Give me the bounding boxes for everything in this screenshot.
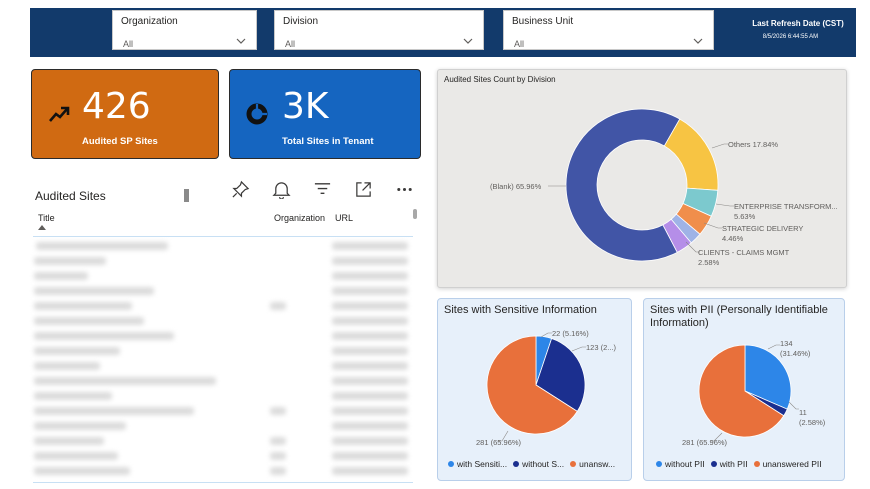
trend-up-icon [49,106,70,122]
table-title: Audited Sites [35,189,106,203]
data-label: (31.46%) [780,349,811,358]
division-donut-panel[interactable]: Audited Sites Count by Division (Blank) … [437,69,847,288]
data-label: 22 (5.16%) [552,329,589,338]
data-label: ENTERPRISE TRANSFORM... [734,202,838,211]
division-slicer-label: Division [283,16,319,27]
more-options-icon[interactable] [395,180,414,199]
data-label: 134 [780,339,793,348]
legend-item[interactable]: with Sensiti... [448,459,507,469]
table-scrollbar[interactable] [413,209,417,219]
leader-line [710,432,723,442]
data-label: Others 17.84% [728,140,778,149]
table-footer-divider [33,482,413,483]
business-unit-slicer-label: Business Unit [512,16,574,27]
business-unit-slicer-value: All [514,39,525,49]
organization-slicer[interactable]: Organization All [112,10,257,50]
data-label: 281 (65.96%) [476,438,522,447]
organization-slicer-label: Organization [121,16,178,27]
pie-slice[interactable] [565,108,681,262]
leader-line [540,332,552,338]
division-slicer-value: All [285,39,296,49]
data-label: 5.63% [734,212,756,221]
leader-line [571,346,586,352]
filter-icon[interactable] [313,180,332,199]
legend-item[interactable]: with PII [710,459,748,469]
chart-legend: without PII with PII unanswered PII [656,459,828,469]
legend-item[interactable]: unansw... [570,459,615,469]
pie-slice[interactable] [744,344,792,410]
chart-title: Sites with Sensitive Information [444,304,597,316]
pie-icon [246,103,268,125]
header-divider [33,236,413,237]
last-refresh-title: Last Refresh Date (CST) [752,19,844,28]
kpi-card-total-sites[interactable]: 3K Total Sites in Tenant [229,69,421,159]
pie-slice[interactable] [698,344,785,438]
leader-line [685,241,700,253]
sensitive-info-panel[interactable]: Sites with Sensitive Information 22 (5.1… [437,298,632,481]
leader-line [498,430,509,442]
legend-item[interactable]: without PII [656,459,705,469]
legend-item[interactable]: without S... [513,459,564,469]
chart-legend: with Sensiti... without S... unansw... [448,459,621,469]
kpi-value: 426 [82,86,151,127]
organization-slicer-value: All [123,39,134,49]
bell-icon[interactable] [272,180,291,199]
leader-line [703,222,722,229]
legend-item[interactable]: unanswered PII [753,459,822,469]
division-slicer[interactable]: Division All [274,10,484,50]
last-refresh-value: 8/5/2026 6:44:55 AM [762,34,819,40]
chart-title: Sites with PII (Personally Identifiable … [650,304,828,329]
kpi-caption: Audited SP Sites [82,136,158,147]
data-label: 2.58% [698,258,720,267]
pii-pie-chart[interactable]: 134(31.46%) 11(2.58%) 281 (65.96%) [644,299,846,482]
kpi-caption: Total Sites in Tenant [282,136,374,147]
pie-slice[interactable] [535,338,586,412]
leader-line [767,344,780,350]
data-label: 281 (65.96%) [682,438,728,447]
chevron-down-icon[interactable] [693,37,703,45]
data-label: 11 [799,408,807,417]
chevron-down-icon[interactable] [463,37,473,45]
table-body [30,238,415,484]
sensitive-pie-chart[interactable]: 22 (5.16%) 123 (2...) 281 (65.96%) [438,299,633,482]
data-label: STRATEGIC DELIVERY [722,224,803,233]
column-header-title[interactable]: Title [38,213,55,223]
kpi-card-audited-sites[interactable]: 426 Audited SP Sites [31,69,219,159]
data-label: (2.58%) [799,418,826,427]
business-unit-slicer[interactable]: Business Unit All [503,10,714,50]
column-header-organization[interactable]: Organization [274,213,326,223]
chart-title: Audited Sites Count by Division [444,75,556,84]
chevron-down-icon[interactable] [236,37,246,45]
column-header-url[interactable]: URL [335,213,354,223]
focus-mode-icon[interactable] [354,180,373,199]
data-label: CLIENTS - CLAIMS MGMT [698,248,790,257]
pii-info-panel[interactable]: Sites with PII (Personally Identifiable … [643,298,845,481]
pin-icon[interactable] [231,180,250,199]
data-label: 4.46% [722,234,744,243]
leader-line [788,401,799,410]
data-label: 123 (2...) [586,343,617,352]
pie-slice[interactable] [486,335,578,435]
kpi-value: 3K [282,86,329,127]
leader-line [715,203,734,207]
sort-icon[interactable] [38,225,46,230]
resize-handle[interactable] [184,189,189,202]
data-label: (Blank) 65.96% [490,182,542,191]
leader-line [711,143,728,149]
pie-slice[interactable] [662,218,692,253]
donut-chart[interactable]: (Blank) 65.96% Others 17.84% ENTERPRISE TR… [438,70,848,289]
